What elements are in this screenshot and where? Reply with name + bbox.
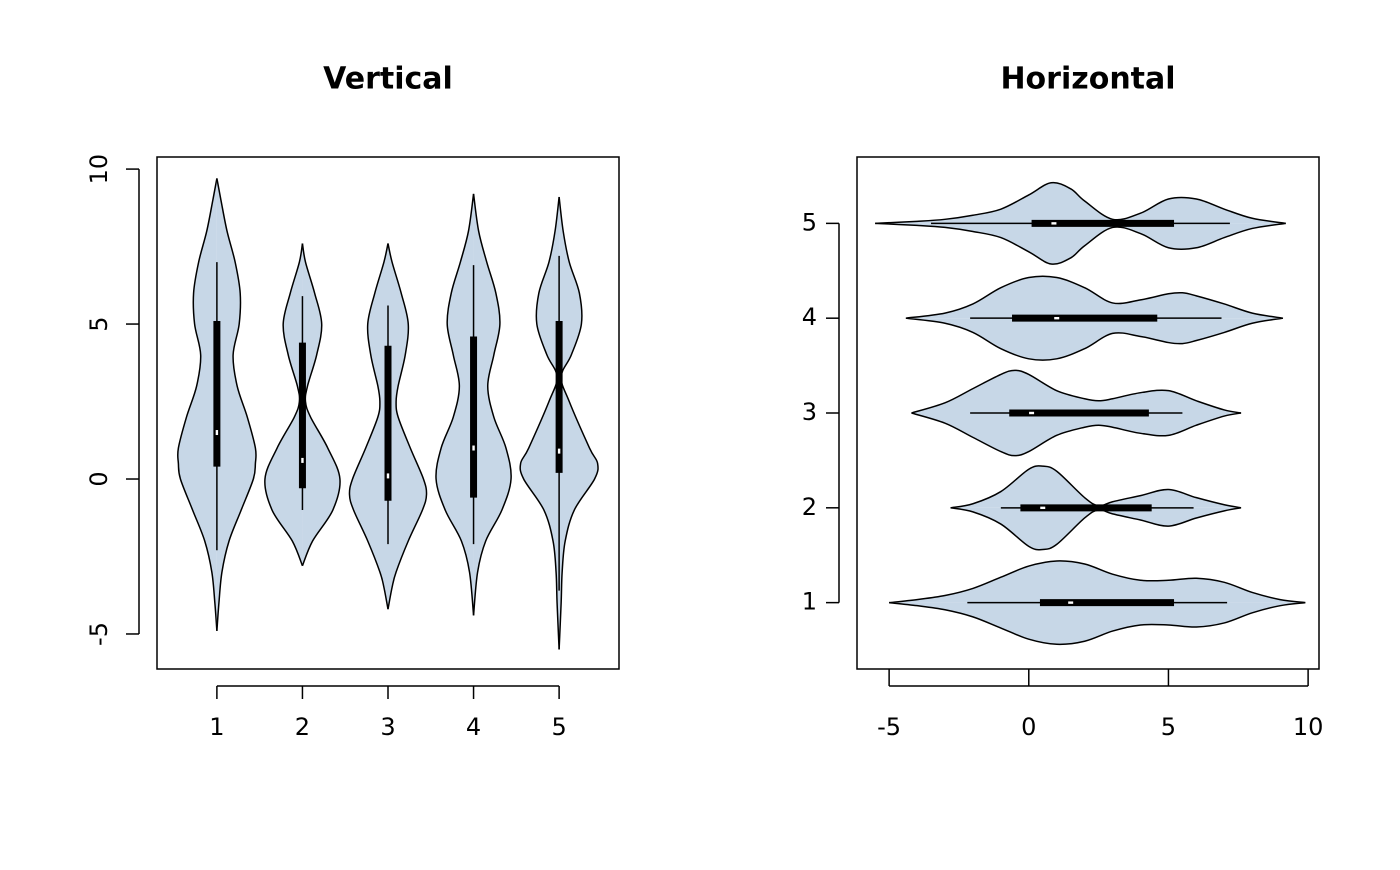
median — [472, 445, 475, 451]
violin-outline — [905, 317, 1284, 361]
median — [386, 473, 390, 479]
y-tick-label: 1 — [802, 588, 817, 616]
median — [1029, 411, 1035, 415]
violin-outline — [387, 243, 428, 610]
x-tick-label: 4 — [466, 713, 481, 741]
median — [557, 448, 561, 454]
violin-outline — [558, 196, 599, 650]
chart-title: Horizontal — [1000, 62, 1175, 97]
y-tick-label: 10 — [85, 154, 113, 185]
violin-outline — [176, 178, 218, 631]
y-tick-label: -5 — [85, 622, 113, 646]
violin-outline — [905, 275, 1284, 319]
violin-outline — [348, 243, 389, 610]
violin-outline — [950, 507, 1242, 551]
x-tick-label: 10 — [1293, 713, 1324, 741]
x-tick-label: 1 — [209, 713, 224, 741]
median — [1054, 316, 1060, 320]
x-tick-label: 0 — [1021, 713, 1036, 741]
x-tick-label: 5 — [1161, 713, 1176, 741]
violin-outline — [911, 412, 1242, 457]
median — [1040, 506, 1046, 510]
violin-outline — [889, 560, 1306, 604]
violin-outline — [911, 369, 1242, 414]
y-tick-label: 4 — [802, 303, 817, 331]
plot-frame — [156, 156, 620, 670]
violin-outline — [519, 196, 560, 650]
median — [1068, 601, 1074, 604]
y-tick-label: 5 — [85, 316, 113, 331]
violin-outline — [950, 465, 1242, 509]
y-tick-label: 2 — [802, 493, 817, 521]
x-tick-label: 3 — [380, 713, 395, 741]
violin-outline — [216, 178, 257, 631]
plot-frame — [856, 156, 1320, 670]
median — [215, 430, 219, 436]
y-tick-label: 3 — [802, 398, 817, 426]
x-tick-label: -5 — [877, 713, 901, 741]
violin-outline — [889, 601, 1306, 646]
x-tick-label: 5 — [551, 713, 566, 741]
chart-title: Vertical — [323, 62, 453, 97]
violin-outline — [472, 193, 512, 616]
median — [301, 457, 304, 463]
violin-outline — [875, 181, 1286, 225]
median — [1051, 222, 1057, 225]
y-tick-label: 0 — [85, 471, 113, 486]
y-tick-label: 5 — [802, 208, 817, 236]
x-tick-label: 2 — [295, 713, 310, 741]
violin-outline — [435, 193, 475, 616]
violin-outline — [875, 222, 1286, 265]
